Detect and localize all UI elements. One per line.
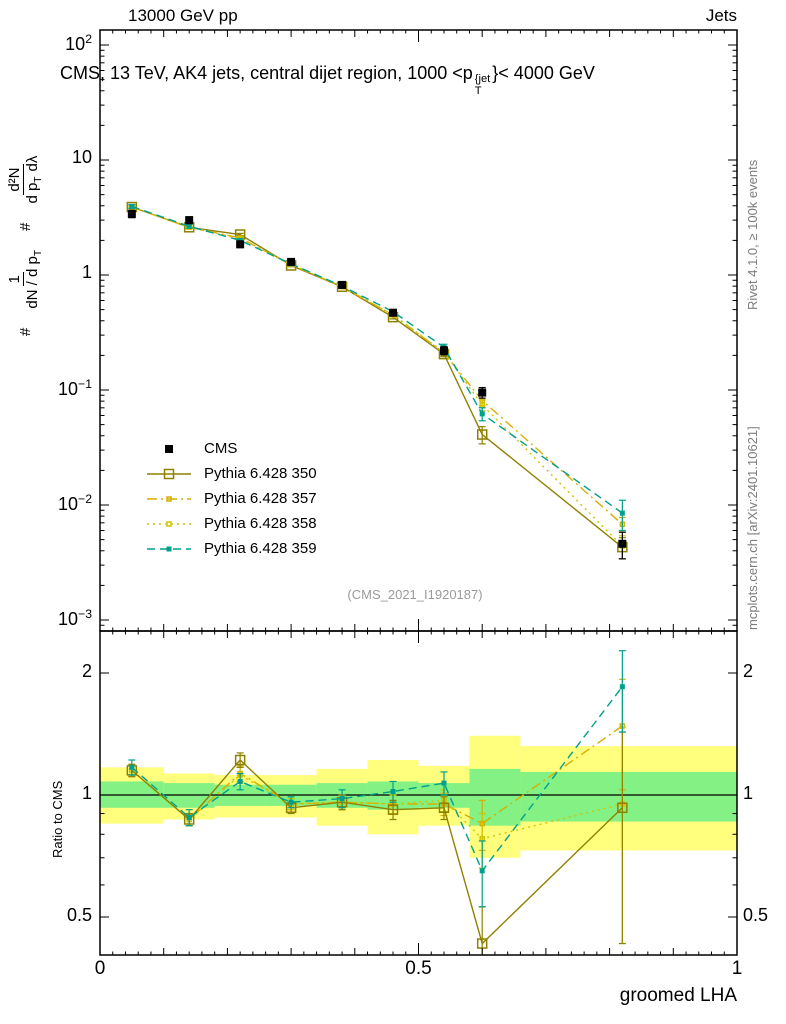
pythia-358-marker-icon <box>147 520 191 527</box>
ylabel-fraction-2: d²N d pTdλ <box>6 155 45 204</box>
panel-frames <box>99 29 738 956</box>
plot-title: CMS, 13 TeV, AK4 jets, central dijet reg… <box>60 63 595 97</box>
legend-label: Pythia 6.428 350 <box>204 465 317 482</box>
legend-label: Pythia 6.428 357 <box>204 490 317 507</box>
title-superscript: {jet <box>474 73 491 85</box>
ratio-bands <box>100 735 737 858</box>
cms-marker-icon <box>165 444 173 453</box>
pythia-359-marker-icon <box>147 546 191 551</box>
legend-item-cms: CMS <box>146 436 317 461</box>
legend: CMS Pythia 6.428 350 Pythia 6.428 357 Py… <box>146 436 317 561</box>
ratio-y-axis-label: Ratio to CMS <box>50 780 65 858</box>
series-pythia-6.428-359 <box>128 650 626 908</box>
legend-item-pythia-357: Pythia 6.428 357 <box>146 486 317 511</box>
mcplots-arxiv-note: mcplots.cern.ch [arXiv:2401.10621] <box>745 426 760 630</box>
analysis-group-label: Jets <box>705 6 737 25</box>
legend-item-pythia-350: Pythia 6.428 350 <box>146 461 317 486</box>
main-y-axis-label: # 1 dN / d pT # d²N d pTdλ <box>6 153 45 336</box>
beam-energy-label: 13000 GeV pp <box>128 6 238 25</box>
series-cms <box>127 209 627 560</box>
pythia-350-marker-icon <box>147 468 191 479</box>
legend-label: Pythia 6.428 358 <box>204 515 317 532</box>
ylabel-fraction-1: 1 dN / d pT <box>6 249 45 309</box>
title-text-end: }< 4000 GeV <box>492 63 595 83</box>
title-text: CMS, 13 TeV, AK4 jets, central dijet reg… <box>60 63 473 83</box>
ylabel-hash-2: # <box>16 222 34 231</box>
title-subscript: T <box>474 84 482 97</box>
x-axis-label: groomed LHA <box>619 985 737 1006</box>
legend-label: CMS <box>204 440 238 457</box>
legend-item-pythia-358: Pythia 6.428 358 <box>146 511 317 536</box>
legend-label: Pythia 6.428 359 <box>204 540 317 557</box>
ylabel-hash-1: # <box>16 327 34 336</box>
rivet-version-note: Rivet 4.1.0, ≥ 100k events <box>745 159 760 310</box>
legend-item-pythia-359: Pythia 6.428 359 <box>146 536 317 561</box>
analysis-id-watermark: (CMS_2021_I1920187) <box>347 587 483 602</box>
pythia-357-marker-icon <box>147 495 191 502</box>
